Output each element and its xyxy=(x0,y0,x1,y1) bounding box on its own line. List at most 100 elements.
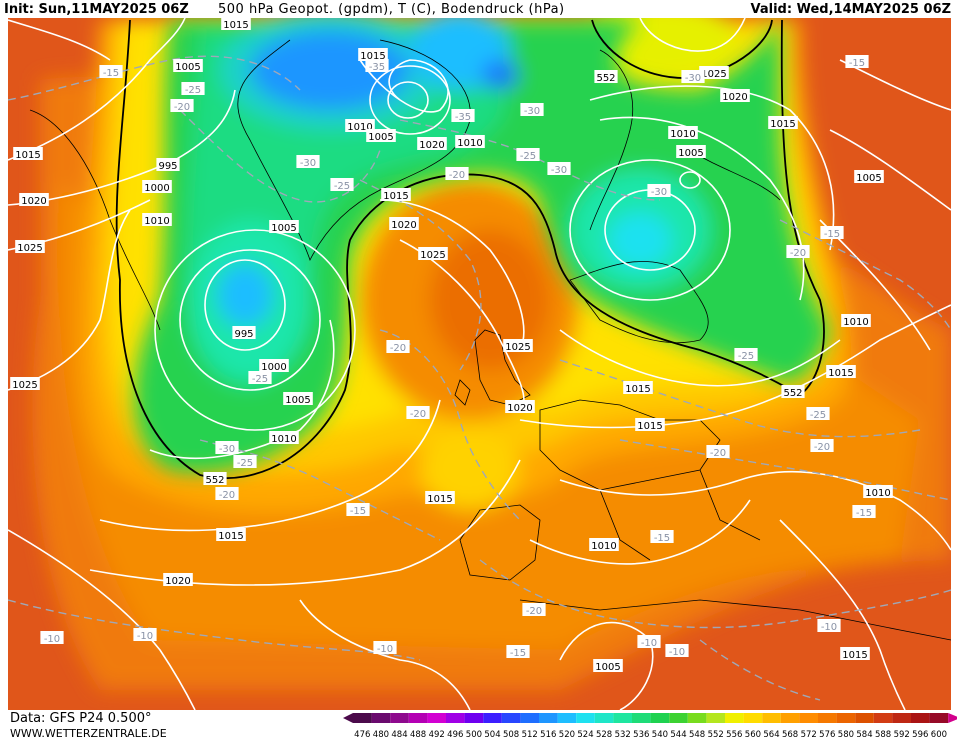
colorbar-tick-label: 508 xyxy=(503,730,519,740)
pressure-label-text: 1020 xyxy=(165,576,190,587)
temperature-label-box xyxy=(516,148,540,161)
temperature-label: -15 xyxy=(506,645,530,659)
pressure-label: 1005 xyxy=(366,129,396,143)
pressure-label-text: 1025 xyxy=(12,380,37,391)
temperature-label-box xyxy=(522,603,546,616)
temperature-label-box xyxy=(810,439,834,452)
pressure-label-text: 1015 xyxy=(15,150,40,161)
pressure-label: 1005 xyxy=(269,220,299,234)
pressure-label-text: 1015 xyxy=(427,494,452,505)
colorbar-tick-label: 496 xyxy=(447,730,463,740)
pressure-label: 1015 xyxy=(216,528,246,542)
pressure-label-box xyxy=(593,659,623,672)
colorbar-swatch xyxy=(836,713,856,723)
temperature-label-box xyxy=(330,178,354,191)
pressure-label-box xyxy=(623,381,653,394)
temperature-label: -35 xyxy=(365,59,389,73)
temperature-label: -20 xyxy=(786,245,810,259)
colorbar-tick-label: 572 xyxy=(801,730,817,740)
temperature-label: -15 xyxy=(852,505,876,519)
pressure-label-box xyxy=(854,170,884,183)
temperature-label-text: -30 xyxy=(651,187,667,198)
temperature-label-text: -10 xyxy=(669,647,685,658)
temperature-label-text: -25 xyxy=(810,410,826,421)
temperature-label-text: -25 xyxy=(185,85,201,96)
pressure-label-text: 1010 xyxy=(144,216,169,227)
pressure-label-text: 995 xyxy=(234,329,253,340)
pressure-label: 1010 xyxy=(142,213,172,227)
colorbar-swatch xyxy=(501,713,521,723)
pressure-label-box xyxy=(668,126,698,139)
colorbar-swatch xyxy=(669,713,688,723)
temperature-label-text: -15 xyxy=(103,68,119,79)
temperature-label-text: -30 xyxy=(300,158,316,169)
temperature-label-box xyxy=(647,184,671,197)
colorbar-tick-label: 596 xyxy=(912,730,928,740)
temperature-label-text: -20 xyxy=(449,170,465,181)
colorbar-swatch xyxy=(911,713,930,723)
temperature-label: -10 xyxy=(373,641,397,655)
pressure-label: 1010 xyxy=(269,431,299,445)
temperature-label-text: -10 xyxy=(44,634,60,645)
colorbar-swatch xyxy=(613,713,632,723)
pressure-label-box xyxy=(142,180,172,193)
temperature-label-text: -20 xyxy=(526,606,542,617)
pressure-label-box xyxy=(345,119,375,132)
temperature-label-text: -25 xyxy=(738,351,754,362)
pressure-label: 1020 xyxy=(19,193,49,207)
colorbar-tick-label: 500 xyxy=(466,730,482,740)
colorbar-swatch xyxy=(687,713,707,723)
pressure-label: 1010 xyxy=(863,485,893,499)
temperature-label-box xyxy=(665,644,689,657)
pressure-label-box xyxy=(720,89,750,102)
website-credit: WWW.WETTERZENTRALE.DE xyxy=(10,727,167,740)
colorbar-tick-label: 480 xyxy=(373,730,389,740)
colorbar-tick-label: 560 xyxy=(745,730,761,740)
pressure-label-text: 1005 xyxy=(271,223,296,234)
temperature-label-text: -20 xyxy=(814,442,830,453)
pressure-label-text: 1020 xyxy=(722,92,747,103)
pressure-label: 1000 xyxy=(142,180,172,194)
pressure-label-text: 1020 xyxy=(21,196,46,207)
pressure-label-text: 1015 xyxy=(223,20,248,31)
temperature-label: -25 xyxy=(233,455,257,469)
pressure-label-box xyxy=(826,365,856,378)
pressure-label-box xyxy=(221,18,251,30)
pressure-label-box xyxy=(216,528,246,541)
valid-time: Valid: Wed,14MAY2025 06Z xyxy=(750,2,951,17)
temperature-label: -10 xyxy=(817,619,841,633)
colorbar-tick-label: 504 xyxy=(484,730,500,740)
colorbar-swatch xyxy=(446,713,465,723)
colorbar-swatch xyxy=(873,713,893,723)
temperature-label-text: -35 xyxy=(455,112,471,123)
colorbar-swatch xyxy=(408,713,428,723)
pressure-label: 1015 xyxy=(635,418,665,432)
temperature-label: -30 xyxy=(520,103,544,117)
pressure-label-text: 1025 xyxy=(420,250,445,261)
temperature-label-box xyxy=(817,619,841,632)
temperature-label: -20 xyxy=(386,340,410,354)
colorbar-tick-label: 492 xyxy=(429,730,445,740)
pressure-label: 1025 xyxy=(15,240,45,254)
temperature-label: -25 xyxy=(330,178,354,192)
pressure-label: 1020 xyxy=(505,400,535,414)
colorbar-swatch xyxy=(427,713,446,723)
temperature-label: -15 xyxy=(820,226,844,240)
colorbar-swatch xyxy=(594,713,614,723)
pressure-label: 1015 xyxy=(840,647,870,661)
colorbar-tick-label: 532 xyxy=(615,730,631,740)
pressure-label: 1010 xyxy=(455,135,485,149)
pressure-label-text: 1000 xyxy=(144,183,169,194)
pressure-label: 1015 xyxy=(826,365,856,379)
temperature-label-text: -10 xyxy=(137,631,153,642)
geopotential-label: 552 xyxy=(594,70,618,84)
pressure-label-box xyxy=(841,314,871,327)
pressure-label-text: 1010 xyxy=(843,317,868,328)
pressure-label-box xyxy=(455,135,485,148)
pressure-label-text: 1010 xyxy=(591,541,616,552)
pressure-label-box xyxy=(366,129,396,142)
pressure-label-text: 1020 xyxy=(419,140,444,151)
colorbar-swatch xyxy=(371,713,391,723)
temperature-label-box xyxy=(406,406,430,419)
temperature-label: -30 xyxy=(215,441,239,455)
